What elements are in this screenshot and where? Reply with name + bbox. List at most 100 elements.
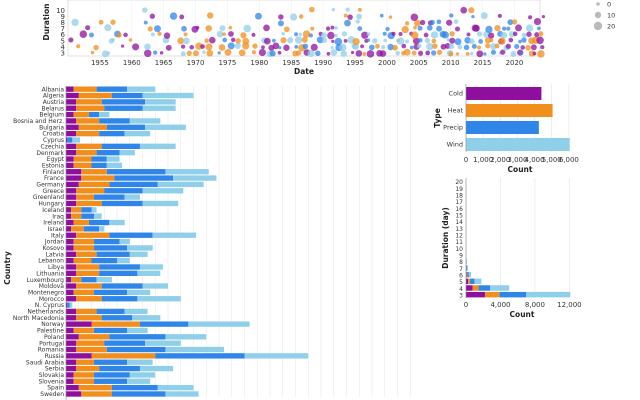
size-legend-label: 10 (607, 12, 615, 20)
country-bar-segment (165, 334, 207, 340)
country-bar-segment (145, 340, 181, 346)
timeline-point (153, 50, 158, 55)
timeline-point (436, 49, 443, 55)
country-label: N. Cyprus (35, 302, 64, 309)
country-label: Slovenia (38, 378, 64, 385)
country-bar-segment (96, 150, 120, 156)
country-bar-segment (127, 359, 153, 365)
country-bar-segment (66, 283, 77, 289)
timeline-point (410, 31, 419, 39)
country-bar-segment (66, 365, 77, 372)
country-bar-segment (94, 245, 128, 251)
timeline-point (344, 19, 351, 27)
duration-x-tick: 0 (464, 301, 468, 309)
timeline-point (205, 25, 212, 32)
country-bar-segment (101, 200, 143, 207)
country-label: Estonia (42, 162, 64, 169)
timeline-point (372, 38, 378, 44)
country-bar-segment (96, 308, 125, 315)
timeline-point (431, 38, 437, 44)
country-bar-segment (139, 365, 174, 372)
country-bar-segment (73, 378, 95, 384)
timeline-point (476, 50, 484, 58)
timeline-point (252, 43, 258, 49)
timeline-point (401, 25, 409, 34)
country-bar-segment (81, 277, 97, 283)
timeline-point (537, 50, 545, 58)
timeline-point (208, 36, 216, 44)
country-bar-segment (139, 264, 163, 270)
country-bar-segment (99, 365, 140, 372)
timeline-point (512, 31, 518, 37)
country-bar-segment (73, 111, 89, 118)
duration-bar-segment (466, 278, 469, 285)
country-bar-segment (106, 156, 120, 162)
timeline-point (391, 31, 396, 36)
timeline-point (368, 44, 375, 51)
country-bar-segment (94, 213, 102, 219)
timeline-point (507, 19, 514, 26)
timeline-point (528, 15, 533, 20)
timeline-point (379, 13, 384, 18)
timeline-point (298, 14, 304, 19)
timeline-point (383, 38, 387, 43)
timeline-point (357, 7, 362, 12)
country-label: Bulgaria (39, 124, 64, 131)
country-bar-segment (76, 251, 97, 257)
country-bar-segment (99, 226, 105, 232)
country-bar-segment (73, 219, 89, 226)
timeline-point (90, 50, 95, 55)
timeline-point (76, 44, 81, 49)
country-label: Netherlands (27, 309, 64, 316)
timeline-point (263, 24, 270, 32)
country-bar-segment (76, 283, 102, 289)
type-bar-wind (466, 138, 570, 151)
timeline-point (401, 43, 407, 49)
timeline-point (485, 43, 491, 49)
country-bar-segment (76, 359, 95, 365)
timeline-point (110, 37, 115, 42)
country-bar-segment (106, 124, 146, 130)
country-bar-segment (67, 302, 70, 308)
timeline-x-tick: 1985 (282, 59, 300, 67)
timeline-point (385, 26, 390, 32)
country-bar-segment (66, 99, 77, 105)
timeline-point (310, 26, 315, 31)
timeline-point (340, 50, 348, 57)
country-bar-segment (66, 105, 77, 111)
timeline-point (345, 7, 350, 12)
timeline-point (472, 24, 480, 32)
country-bar-segment (157, 181, 204, 188)
country-bar-segment (109, 232, 153, 238)
timeline-point (453, 19, 459, 24)
country-label: Cyprus (43, 137, 64, 144)
timeline-point (455, 52, 460, 56)
timeline-point (536, 26, 541, 31)
country-bar-segment (88, 111, 100, 118)
size-legend-label: 0 (607, 1, 611, 9)
timeline-point (217, 51, 221, 55)
timeline-point (476, 45, 482, 50)
country-label: Croatia (42, 131, 64, 138)
country-bar-segment (96, 86, 128, 92)
country-bar-segment (76, 365, 100, 372)
duration-y-tick: 9 (459, 253, 463, 260)
country-bar-segment (76, 264, 100, 270)
country-bar-segment (73, 289, 95, 296)
timeline-point (132, 43, 140, 51)
country-bar-segment (165, 346, 225, 353)
timeline-point (294, 36, 303, 44)
timeline-point (242, 37, 250, 45)
duration-bar-segment (474, 278, 482, 285)
country-bar-segment (66, 232, 77, 238)
timeline-point (142, 7, 148, 13)
timeline-point (511, 19, 518, 25)
timeline-point (398, 32, 403, 37)
timeline-y-title: Duration (42, 4, 51, 41)
timeline-point (404, 21, 410, 26)
duration-y-tick: 16 (455, 206, 463, 213)
duration-bar-segment (499, 291, 527, 298)
country-bar-segment (66, 175, 82, 181)
timeline-y-tick: 9 (61, 13, 65, 21)
country-bar-segment (119, 238, 130, 245)
